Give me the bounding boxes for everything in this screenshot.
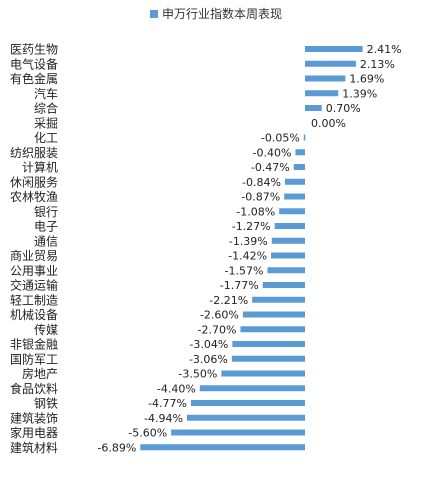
value-label: -0.40% <box>253 146 292 159</box>
category-label: 纺织服装 <box>10 146 58 160</box>
bar <box>171 429 305 436</box>
value-label: -3.50% <box>178 368 217 381</box>
legend-swatch <box>150 9 158 18</box>
bar <box>190 400 305 406</box>
category-label: 休闲服务 <box>10 174 58 189</box>
bar <box>262 282 305 288</box>
value-label: -2.21% <box>209 294 248 307</box>
category-label: 建筑材料 <box>10 440 58 455</box>
category-label: 国防军工 <box>10 351 58 366</box>
category-label: 电子 <box>34 220 58 234</box>
category-label: 综合 <box>34 101 58 116</box>
category-label: 农林牧渔 <box>10 190 58 204</box>
bar <box>305 60 356 67</box>
category-label: 银行 <box>34 205 58 219</box>
bar <box>284 178 305 185</box>
category-label: 医药生物 <box>10 43 58 57</box>
value-label: -0.87% <box>241 191 280 204</box>
bar <box>274 223 305 229</box>
bar <box>271 237 305 244</box>
category-label: 公用事业 <box>10 264 58 278</box>
value-label: -4.77% <box>148 397 187 410</box>
bar <box>267 267 305 274</box>
category-label: 化工 <box>34 131 58 145</box>
category-label: 食品饮料 <box>10 381 58 396</box>
category-label: 家用电器 <box>10 425 58 440</box>
bar <box>232 341 305 347</box>
value-label: -2.70% <box>198 323 237 336</box>
bar <box>140 444 305 451</box>
bar <box>199 385 305 392</box>
category-label: 房地产 <box>22 366 58 381</box>
value-label: 0.00% <box>311 117 346 130</box>
value-label: -1.57% <box>225 264 264 277</box>
value-label: -3.04% <box>189 338 228 351</box>
bar <box>284 193 305 200</box>
bar <box>271 252 305 259</box>
value-label: -4.94% <box>144 412 183 425</box>
category-label: 通信 <box>34 234 58 248</box>
category-label: 传媒 <box>34 322 58 337</box>
value-label: -2.60% <box>200 309 239 322</box>
value-label: -1.39% <box>229 235 268 248</box>
bar <box>242 311 305 318</box>
value-label: -1.77% <box>220 279 259 292</box>
bar <box>293 164 305 170</box>
legend-label: 申万行业指数本周表现 <box>162 7 283 21</box>
bar <box>295 149 305 156</box>
legend: 申万行业指数本周表现 <box>150 5 282 22</box>
category-label: 电气设备 <box>10 56 58 71</box>
bar <box>279 208 305 215</box>
value-label: 0.70% <box>326 102 361 115</box>
value-label: -4.40% <box>157 382 196 395</box>
category-label: 汽车 <box>34 86 58 101</box>
value-label: 1.69% <box>349 73 384 86</box>
bar <box>221 370 305 377</box>
value-label: 2.13% <box>360 58 395 71</box>
bar <box>305 75 346 82</box>
value-label: -1.08% <box>236 205 275 218</box>
category-label: 轻工制造 <box>10 293 58 307</box>
value-label: -1.42% <box>228 250 267 263</box>
category-label: 非银金融 <box>10 337 58 352</box>
bar <box>231 355 305 362</box>
value-label: -0.47% <box>251 161 290 174</box>
category-label: 商业贸易 <box>10 248 58 263</box>
category-label: 有色金属 <box>10 71 58 86</box>
value-label: -3.06% <box>189 353 228 366</box>
bar <box>305 105 322 111</box>
category-label: 建筑装饰 <box>10 410 58 425</box>
value-label: -0.05% <box>261 132 300 145</box>
category-label: 采掘 <box>34 115 58 130</box>
category-label: 交通运输 <box>10 278 58 293</box>
value-label: 2.41% <box>367 43 402 56</box>
category-label: 计算机 <box>22 160 58 175</box>
value-label: -5.60% <box>128 427 167 440</box>
value-label: -0.84% <box>242 176 281 189</box>
value-label: -6.89% <box>97 441 136 454</box>
bar <box>252 296 305 303</box>
bar <box>303 134 306 141</box>
bar <box>305 46 363 52</box>
bar <box>305 90 339 97</box>
category-label: 机械设备 <box>10 307 58 322</box>
category-label: 钢铁 <box>34 397 58 411</box>
value-label: -1.27% <box>232 220 271 233</box>
value-label: 1.39% <box>342 87 377 100</box>
bar <box>186 414 305 421</box>
bar <box>240 326 305 333</box>
